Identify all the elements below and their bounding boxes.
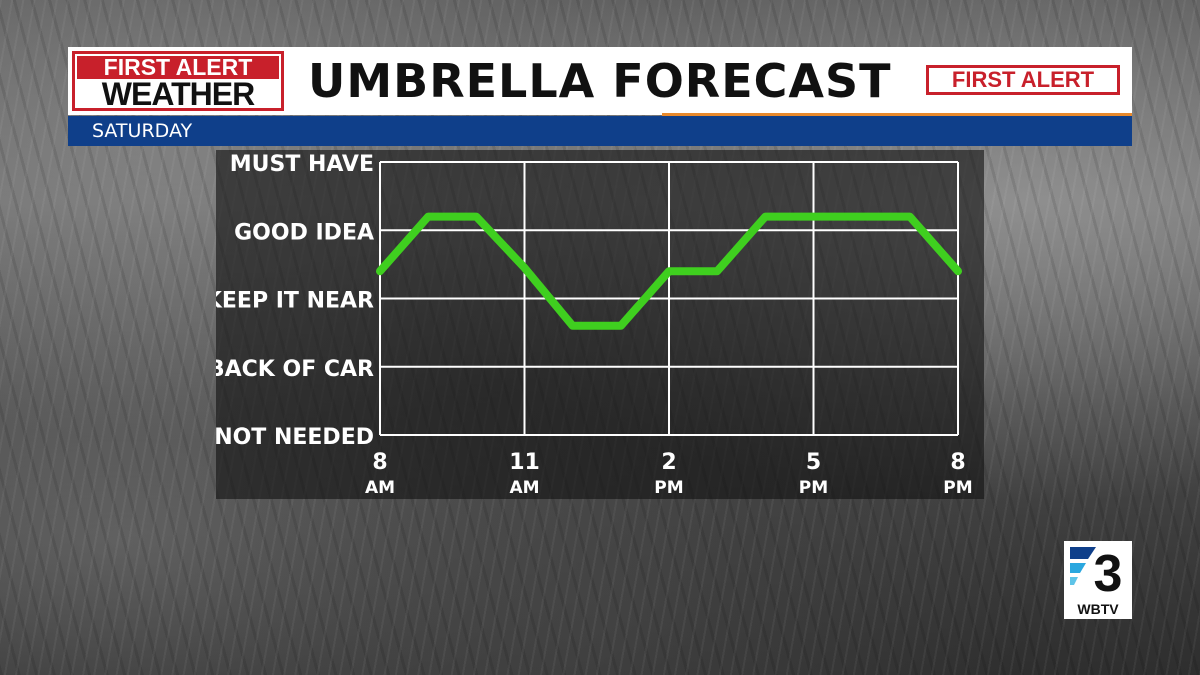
x-tick-sublabel: PM (799, 478, 828, 498)
y-tick-label: BACK OF CAR (216, 357, 374, 382)
x-tick-label: 8 (372, 450, 387, 475)
y-tick-label: MUST HAVE (230, 152, 374, 177)
umbrella-need-line (376, 212, 962, 330)
station-logo-stripe-mid (1070, 563, 1086, 573)
logo-line-weather: WEATHER (101, 76, 255, 112)
station-number: 3 (1094, 545, 1123, 603)
y-tick-label: KEEP IT NEAR (216, 289, 374, 314)
umbrella-chart: NOT NEEDED BACK OF CAR KEEP IT NEAR GOOD ID… (216, 152, 973, 498)
page-title: UMBRELLA FORECAST (308, 54, 892, 108)
x-tick-sublabel: AM (365, 478, 395, 498)
x-tick-sublabel: PM (654, 478, 683, 498)
x-tick-sublabel: PM (943, 478, 972, 498)
x-tick-label: 8 (950, 450, 965, 475)
first-alert-weather-logo: FIRST ALERT WEATHER (72, 51, 284, 111)
station-logo-stripe-low (1070, 577, 1078, 585)
x-tick-label: 2 (661, 450, 676, 475)
x-tick-sublabel: AM (509, 478, 539, 498)
first-alert-badge: FIRST ALERT (926, 65, 1120, 95)
x-tick-label: 5 (806, 450, 821, 475)
x-tick-label: 11 (509, 450, 540, 475)
chart-panel: NOT NEEDED BACK OF CAR KEEP IT NEAR GOOD ID… (216, 150, 984, 499)
accent-line (662, 113, 1132, 116)
day-label: SATURDAY (92, 120, 193, 142)
day-bar: SATURDAY (68, 116, 1132, 146)
station-logo-stripe-top (1070, 547, 1096, 559)
y-tick-label: GOOD IDEA (234, 220, 374, 245)
station-call-letters: WBTV (1077, 601, 1119, 617)
header-bar: FIRST ALERT WEATHER UMBRELLA FORECAST FI… (68, 47, 1132, 115)
logo-line-first-alert: FIRST ALERT (77, 56, 279, 79)
y-tick-label: NOT NEEDED (216, 425, 374, 450)
station-logo: 3 WBTV (1064, 541, 1132, 619)
